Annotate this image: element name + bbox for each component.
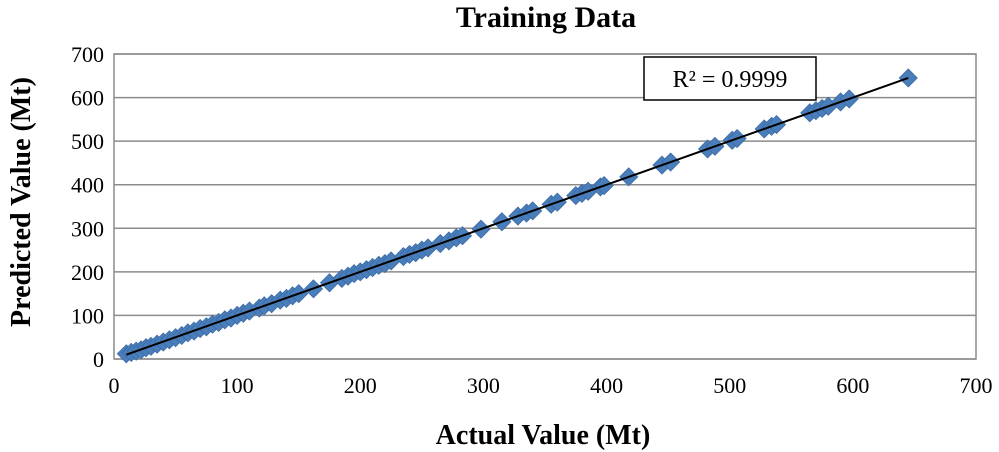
- x-axis-label: Actual Value (Mt): [436, 420, 651, 451]
- chart-title: Training Data: [456, 1, 636, 34]
- x-tick-label: 400: [590, 373, 623, 398]
- r-squared-annotation: R² = 0.9999: [643, 56, 817, 101]
- x-tick-label: 600: [836, 373, 869, 398]
- y-tick-label: 300: [71, 216, 104, 241]
- plot-area-frame: [113, 53, 977, 360]
- annotation-box: [643, 56, 817, 101]
- y-tick-label: 500: [71, 129, 104, 154]
- y-tick-label: 400: [71, 173, 104, 198]
- x-tick-label: 500: [713, 373, 746, 398]
- x-tick-label: 0: [109, 373, 120, 398]
- x-tick-label: 700: [960, 373, 993, 398]
- x-axis-ticks: 0 100 200 300 400 500 600 700: [109, 373, 993, 398]
- y-tick-label: 0: [93, 347, 104, 372]
- y-tick-label: 200: [71, 260, 104, 285]
- x-tick-label: 100: [221, 373, 254, 398]
- annotation-text: R² = 0.9999: [673, 67, 788, 93]
- y-tick-label: 600: [71, 86, 104, 111]
- x-tick-label: 300: [467, 373, 500, 398]
- y-tick-label: 100: [71, 303, 104, 328]
- trendline: [125, 77, 909, 356]
- y-axis-label: Predicted Value (Mt): [6, 77, 37, 327]
- x-tick-label: 200: [344, 373, 377, 398]
- y-tick-label: 700: [71, 42, 104, 67]
- y-axis-ticks: 0 100 200 300 400 500 600 700: [71, 42, 104, 372]
